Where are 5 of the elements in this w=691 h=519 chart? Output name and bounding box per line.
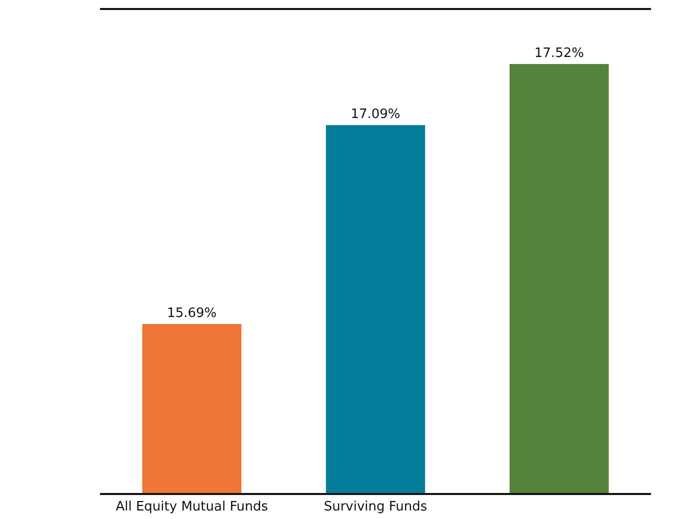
- x-tick-label: All Equity Mutual Funds: [116, 500, 268, 515]
- x-tick-label: Surviving Funds: [324, 500, 428, 515]
- data-label: 17.52%: [534, 46, 584, 61]
- data-label: 17.09%: [350, 107, 400, 122]
- data-label: 15.69%: [167, 306, 217, 321]
